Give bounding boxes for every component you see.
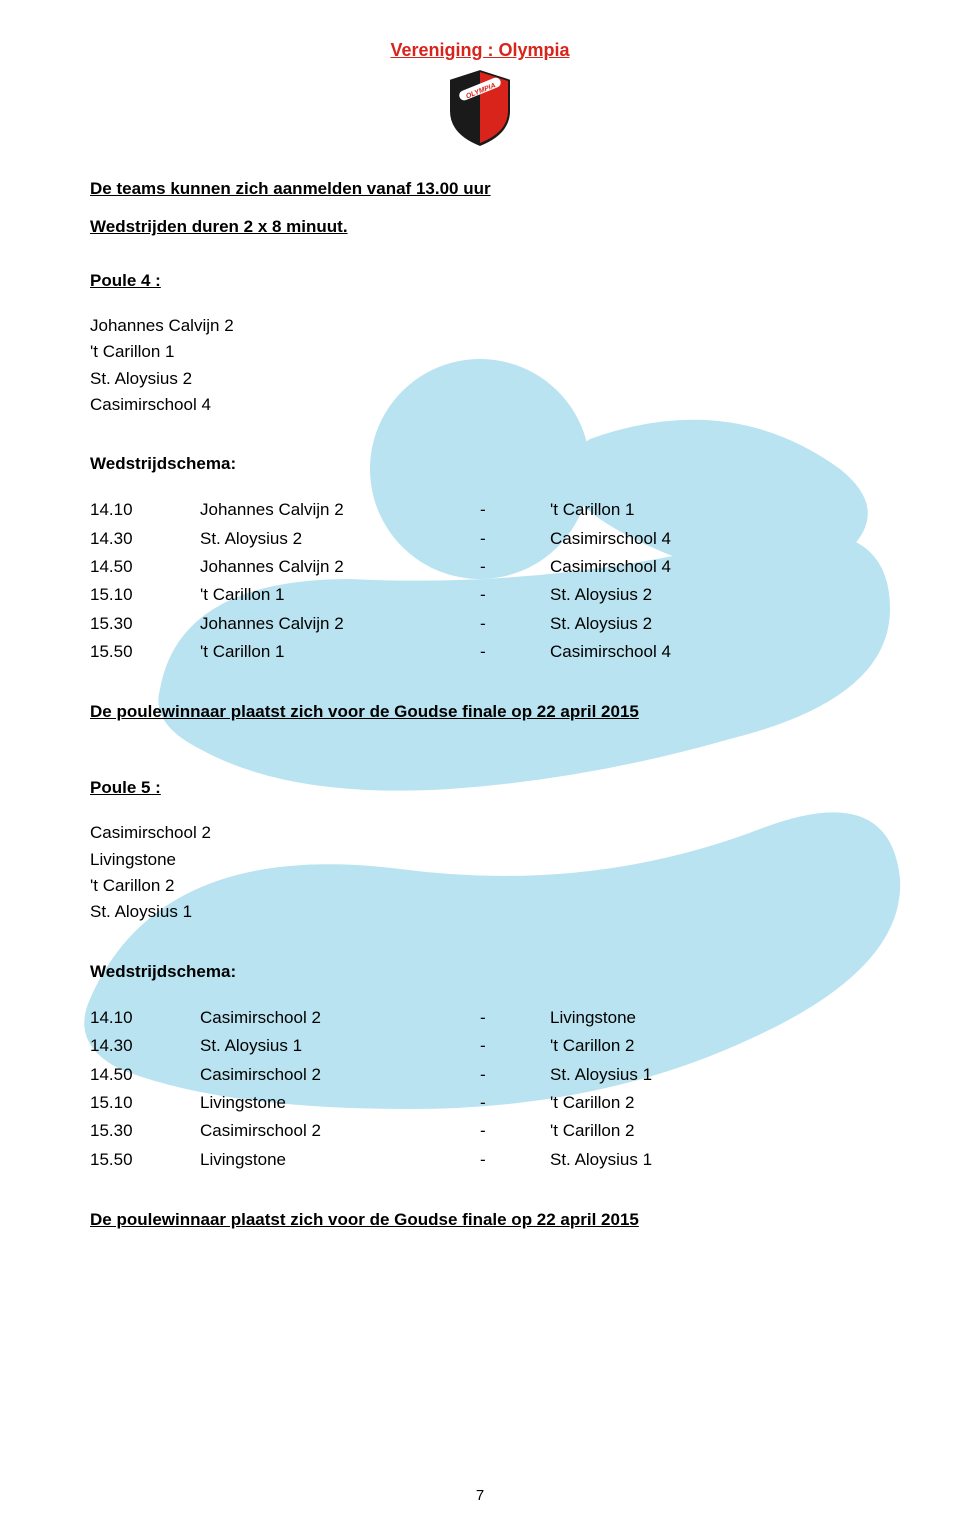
match-team1: Livingstone xyxy=(200,1089,480,1117)
poule4-teams: Johannes Calvijn 2 't Carillon 1 St. Alo… xyxy=(90,313,870,418)
match-time: 14.50 xyxy=(90,553,200,581)
team-item: St. Aloysius 2 xyxy=(90,366,870,392)
match-dash: - xyxy=(480,1117,550,1145)
match-dash: - xyxy=(480,1089,550,1117)
match-team2: 't Carillon 2 xyxy=(550,1032,652,1060)
schedule-row: 15.10't Carillon 1-St. Aloysius 2 xyxy=(90,581,671,609)
page-number: 7 xyxy=(476,1487,484,1504)
schedule-row: 15.30Casimirschool 2-'t Carillon 2 xyxy=(90,1117,652,1145)
page-content: Vereniging : Olympia OLYMPIA De teams ku… xyxy=(0,0,960,1230)
club-logo: OLYMPIA xyxy=(90,67,870,149)
schedule-row: 14.10Johannes Calvijn 2-'t Carillon 1 xyxy=(90,496,671,524)
team-item: Johannes Calvijn 2 xyxy=(90,313,870,339)
winner-note-2: De poulewinnaar plaatst zich voor de Gou… xyxy=(90,1210,870,1230)
match-team2: Casimirschool 4 xyxy=(550,638,671,666)
match-time: 14.30 xyxy=(90,1032,200,1060)
match-team1: 't Carillon 1 xyxy=(200,638,480,666)
match-dash: - xyxy=(480,581,550,609)
match-team2: St. Aloysius 1 xyxy=(550,1146,652,1174)
match-team1: 't Carillon 1 xyxy=(200,581,480,609)
match-team1: Casimirschool 2 xyxy=(200,1117,480,1145)
match-dash: - xyxy=(480,496,550,524)
match-team2: Casimirschool 4 xyxy=(550,525,671,553)
match-time: 15.30 xyxy=(90,1117,200,1145)
team-item: 't Carillon 2 xyxy=(90,873,870,899)
schedule-label-2: Wedstrijdschema: xyxy=(90,962,870,982)
match-time: 15.50 xyxy=(90,638,200,666)
match-team1: Johannes Calvijn 2 xyxy=(200,496,480,524)
match-time: 15.10 xyxy=(90,581,200,609)
team-item: Casimirschool 2 xyxy=(90,820,870,846)
team-item: St. Aloysius 1 xyxy=(90,899,870,925)
match-team2: Livingstone xyxy=(550,1004,652,1032)
intro-line-2: Wedstrijden duren 2 x 8 minuut. xyxy=(90,217,870,237)
match-dash: - xyxy=(480,1004,550,1032)
header: Vereniging : Olympia OLYMPIA xyxy=(90,40,870,149)
match-dash: - xyxy=(480,525,550,553)
match-team1: Casimirschool 2 xyxy=(200,1061,480,1089)
team-item: Casimirschool 4 xyxy=(90,392,870,418)
schedule-row: 14.10Casimirschool 2-Livingstone xyxy=(90,1004,652,1032)
match-team2: St. Aloysius 2 xyxy=(550,581,671,609)
match-time: 14.50 xyxy=(90,1061,200,1089)
match-time: 15.50 xyxy=(90,1146,200,1174)
match-team2: 't Carillon 1 xyxy=(550,496,671,524)
match-team1: Casimirschool 2 xyxy=(200,1004,480,1032)
match-team2: St. Aloysius 1 xyxy=(550,1061,652,1089)
match-team2: 't Carillon 2 xyxy=(550,1117,652,1145)
intro-line-1: De teams kunnen zich aanmelden vanaf 13.… xyxy=(90,179,870,199)
match-time: 14.10 xyxy=(90,1004,200,1032)
match-dash: - xyxy=(480,1146,550,1174)
match-team2: Casimirschool 4 xyxy=(550,553,671,581)
schedule1-table: 14.10Johannes Calvijn 2-'t Carillon 114.… xyxy=(90,496,671,666)
match-team1: St. Aloysius 2 xyxy=(200,525,480,553)
poule4-label: Poule 4 : xyxy=(90,271,870,291)
match-dash: - xyxy=(480,638,550,666)
schedule-row: 15.50't Carillon 1-Casimirschool 4 xyxy=(90,638,671,666)
match-time: 14.30 xyxy=(90,525,200,553)
match-dash: - xyxy=(480,1061,550,1089)
match-dash: - xyxy=(480,553,550,581)
schedule-row: 15.30Johannes Calvijn 2-St. Aloysius 2 xyxy=(90,610,671,638)
match-time: 14.10 xyxy=(90,496,200,524)
schedule-row: 15.50Livingstone-St. Aloysius 1 xyxy=(90,1146,652,1174)
schedule-row: 15.10Livingstone-'t Carillon 2 xyxy=(90,1089,652,1117)
match-time: 15.10 xyxy=(90,1089,200,1117)
match-team1: Livingstone xyxy=(200,1146,480,1174)
match-team1: Johannes Calvijn 2 xyxy=(200,553,480,581)
poule5-teams: Casimirschool 2 Livingstone 't Carillon … xyxy=(90,820,870,925)
match-dash: - xyxy=(480,610,550,638)
match-team1: St. Aloysius 1 xyxy=(200,1032,480,1060)
schedule-row: 14.50Casimirschool 2-St. Aloysius 1 xyxy=(90,1061,652,1089)
team-item: Livingstone xyxy=(90,847,870,873)
match-dash: - xyxy=(480,1032,550,1060)
schedule-row: 14.30St. Aloysius 2-Casimirschool 4 xyxy=(90,525,671,553)
winner-note-1: De poulewinnaar plaatst zich voor de Gou… xyxy=(90,702,870,722)
schedule-row: 14.30St. Aloysius 1-'t Carillon 2 xyxy=(90,1032,652,1060)
match-team2: St. Aloysius 2 xyxy=(550,610,671,638)
team-item: 't Carillon 1 xyxy=(90,339,870,365)
schedule-row: 14.50Johannes Calvijn 2-Casimirschool 4 xyxy=(90,553,671,581)
poule5-label: Poule 5 : xyxy=(90,778,870,798)
association-title: Vereniging : Olympia xyxy=(390,40,569,61)
match-team1: Johannes Calvijn 2 xyxy=(200,610,480,638)
schedule-label-1: Wedstrijdschema: xyxy=(90,454,870,474)
match-time: 15.30 xyxy=(90,610,200,638)
schedule2-table: 14.10Casimirschool 2-Livingstone14.30St.… xyxy=(90,1004,652,1174)
match-team2: 't Carillon 2 xyxy=(550,1089,652,1117)
